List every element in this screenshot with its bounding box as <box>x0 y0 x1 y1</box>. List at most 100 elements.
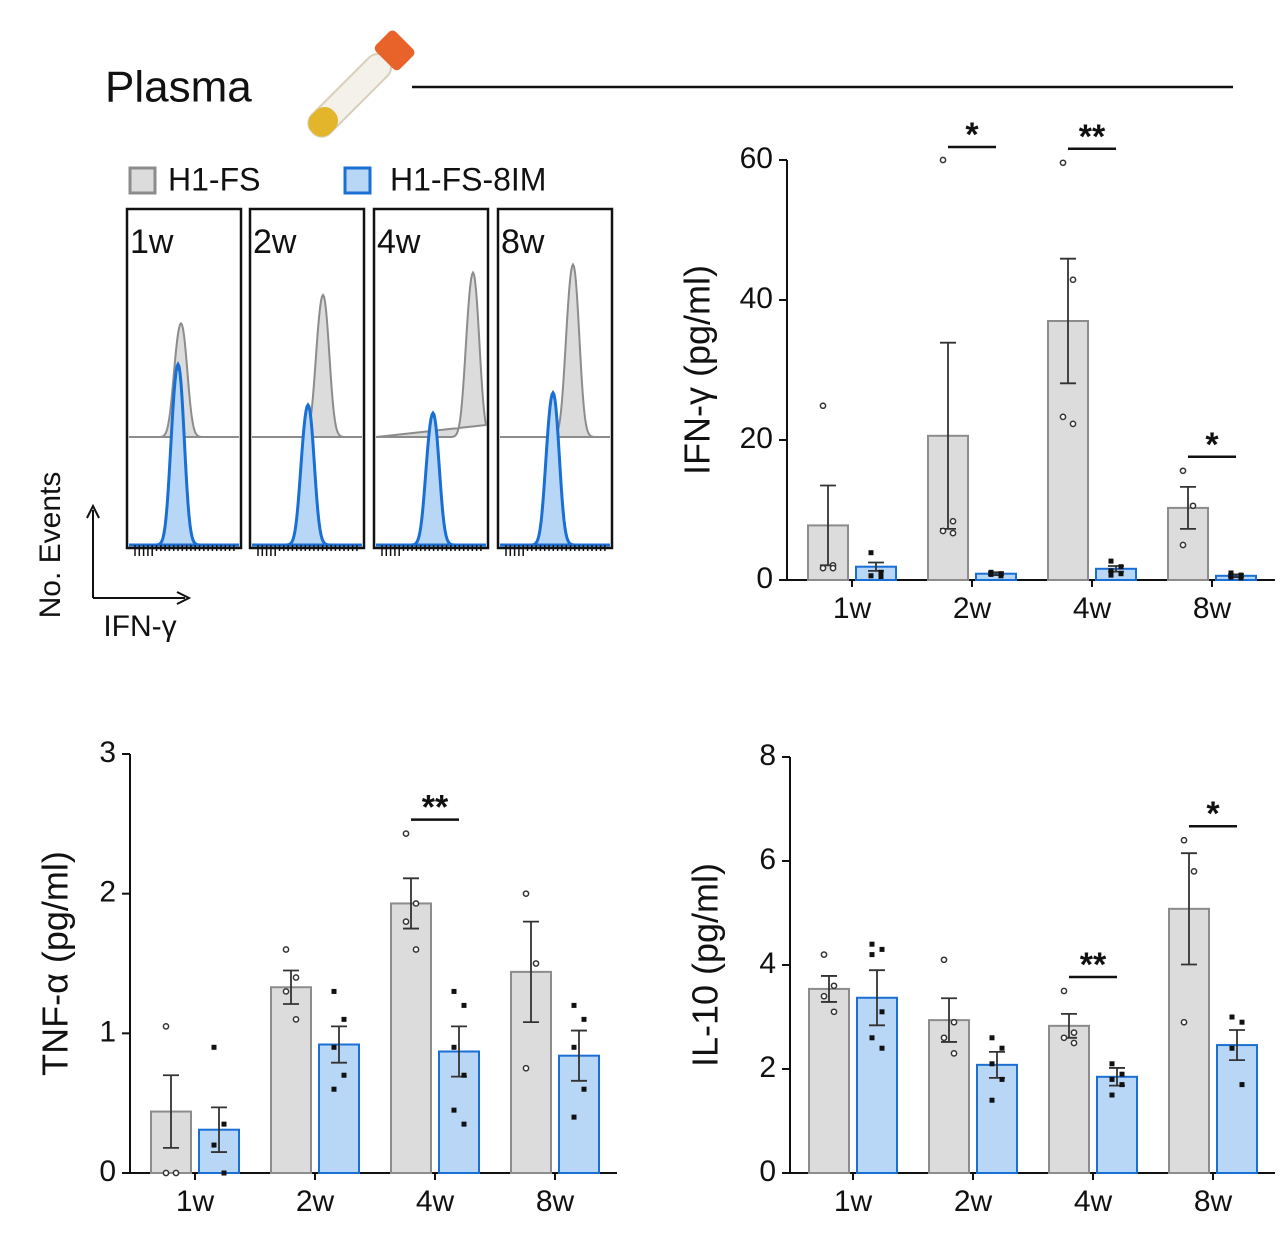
x-tick-label: 4w <box>1074 1185 1113 1218</box>
x-tick-label: 2w <box>953 592 992 625</box>
y-tick-label: 1 <box>99 1015 116 1048</box>
data-point <box>292 1016 300 1023</box>
data-point <box>878 569 884 575</box>
bar <box>1216 1044 1258 1174</box>
y-tick-label: 40 <box>740 282 773 315</box>
legend-label: H1-FS <box>168 161 260 197</box>
data-point <box>402 830 410 837</box>
x-tick-label: 4w <box>416 1185 455 1218</box>
data-point <box>1180 836 1188 844</box>
x-tick-label: 1w <box>176 1185 215 1218</box>
data-point <box>1109 1061 1115 1067</box>
data-point <box>1108 572 1114 578</box>
data-point <box>331 1086 337 1092</box>
data-point <box>451 1107 457 1113</box>
flow-blue <box>376 410 486 547</box>
significance-label: * <box>1205 426 1219 464</box>
data-point <box>999 1045 1005 1051</box>
flow-blue <box>500 389 610 547</box>
error-bar <box>571 1029 587 1082</box>
data-point <box>869 1035 875 1041</box>
y-tick-label: 2 <box>759 1051 776 1084</box>
x-tick-label: 1w <box>834 1185 873 1218</box>
data-point <box>878 574 884 579</box>
data-point <box>522 1064 530 1072</box>
data-point <box>1229 1014 1235 1020</box>
flow-frame <box>372 207 490 550</box>
data-point <box>162 1169 170 1177</box>
y-tick-label: 6 <box>759 843 776 876</box>
data-point <box>950 1050 958 1057</box>
significance-label: ** <box>422 789 449 827</box>
y-axis-label: IFN-γ (pg/ml) <box>677 265 718 475</box>
data-point <box>461 1121 467 1127</box>
flow-blue <box>252 402 362 547</box>
y-tick-label: 0 <box>759 1155 776 1188</box>
x-tick-label: 8w <box>1194 1185 1233 1218</box>
flow-frame <box>496 207 614 550</box>
flow-frame <box>248 207 366 550</box>
data-point <box>461 1072 467 1078</box>
data-point <box>412 900 420 907</box>
error-bar <box>1180 486 1196 530</box>
data-point <box>341 1072 347 1078</box>
flow-gray <box>129 321 239 438</box>
bar <box>976 1063 1018 1174</box>
legend-swatch <box>343 166 372 195</box>
x-tick-label: 1w <box>833 592 872 625</box>
data-point <box>939 527 947 535</box>
data-point <box>830 1008 838 1016</box>
error-bar <box>821 975 837 1003</box>
data-point <box>1239 1019 1245 1025</box>
legend-swatch <box>128 166 157 195</box>
data-point <box>939 156 947 164</box>
y-axis-label: TNF-α (pg/ml) <box>35 851 76 1076</box>
error-bar <box>211 1106 227 1153</box>
data-point <box>1118 564 1124 570</box>
flow-xlabel: IFN-γ <box>103 610 176 643</box>
data-point <box>830 982 838 990</box>
y-tick-label: 3 <box>99 736 116 769</box>
bar <box>270 986 312 1175</box>
data-point <box>988 571 994 577</box>
flow-panel: 1w <box>125 207 243 556</box>
data-point <box>172 1169 180 1177</box>
data-point <box>522 890 530 898</box>
data-point <box>999 1076 1005 1082</box>
data-point <box>989 1061 995 1067</box>
data-point <box>211 1044 217 1050</box>
data-point <box>950 1018 958 1026</box>
data-point <box>331 988 337 994</box>
flow-panel-label: 1w <box>130 223 174 261</box>
data-point <box>1069 276 1077 284</box>
data-point <box>1109 1092 1115 1098</box>
error-bar <box>1229 1029 1245 1062</box>
data-point <box>1179 467 1187 475</box>
bar <box>318 1043 360 1175</box>
error-bar <box>283 969 299 1005</box>
data-point <box>1180 1018 1188 1026</box>
data-point <box>292 974 300 981</box>
x-tick-label: 4w <box>1073 592 1112 625</box>
data-point <box>282 946 290 953</box>
data-point <box>412 946 420 953</box>
bar <box>856 996 898 1175</box>
error-bar <box>163 1074 179 1149</box>
data-point <box>1060 987 1068 995</box>
data-point <box>989 1035 995 1041</box>
data-point <box>949 529 957 537</box>
error-bar <box>331 1025 347 1064</box>
data-point <box>940 1034 948 1042</box>
data-point <box>1239 1082 1245 1088</box>
data-point <box>819 564 827 572</box>
data-point <box>1189 502 1197 510</box>
y-tick-label: 0 <box>99 1155 116 1188</box>
data-point <box>1179 541 1187 549</box>
data-point <box>532 960 540 967</box>
data-point <box>869 941 875 947</box>
flow-ylabel: No. Events <box>34 472 67 619</box>
data-point <box>1069 420 1077 428</box>
x-tick-label: 2w <box>954 1185 993 1218</box>
data-point <box>581 1016 587 1022</box>
